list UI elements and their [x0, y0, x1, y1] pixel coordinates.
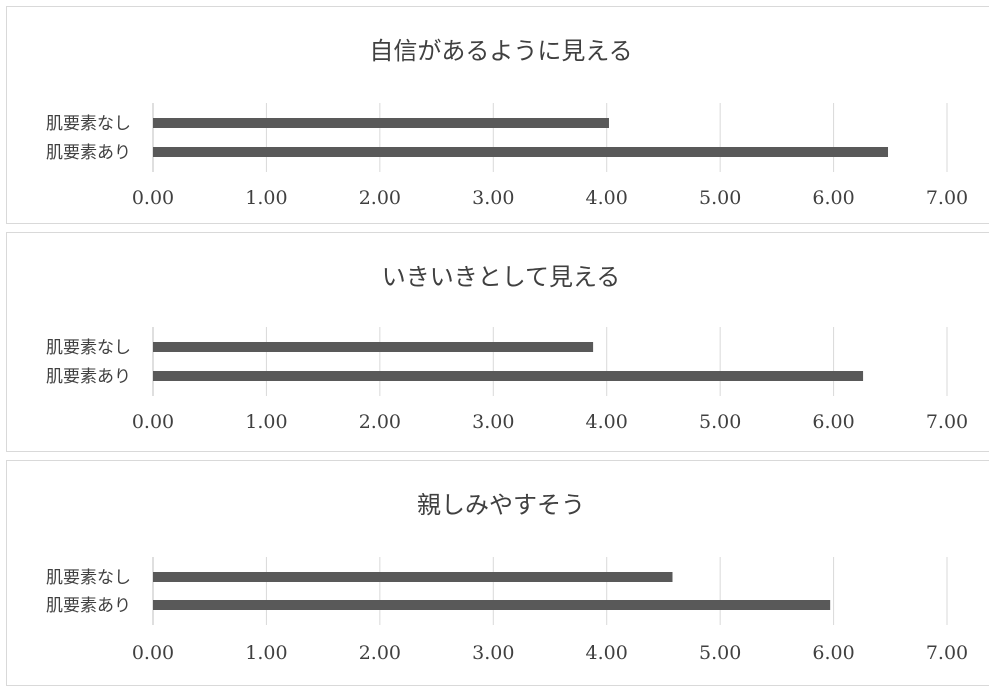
x-tick-label: 4.00: [586, 642, 628, 664]
x-tick-label: 0.00: [132, 411, 174, 433]
bar-confident-0: [153, 118, 609, 128]
x-tick-label: 6.00: [812, 642, 854, 664]
x-tick-label: 1.00: [245, 411, 287, 433]
chart-title: いきいきとして見える: [382, 263, 621, 291]
chart-panel-lively: いきいきとして見える肌要素なし肌要素あり 0.00 1.00 2.00 3.00 4.00…: [6, 232, 989, 452]
bar-confident-1: [153, 147, 889, 157]
x-tick-label: 0.00: [132, 187, 174, 209]
x-tick-label: 7.00: [926, 187, 968, 209]
x-tick-label: 6.00: [812, 187, 854, 209]
bar-lively-0: [153, 342, 594, 352]
x-tick-label: 1.00: [245, 187, 287, 209]
chart-title: 親しみやすそう: [417, 491, 585, 519]
x-tick-label: 6.00: [812, 411, 854, 433]
x-tick-label: 3.00: [472, 411, 514, 433]
category-label: 肌要素あり: [46, 596, 131, 616]
x-tick-label: 0.00: [132, 642, 174, 664]
x-tick-label: 2.00: [359, 187, 401, 209]
x-tick-label: 5.00: [699, 411, 741, 433]
x-tick-label: 4.00: [586, 187, 628, 209]
x-tick-label: 4.00: [586, 411, 628, 433]
category-label: 肌要素あり: [46, 143, 131, 163]
x-tick-label: 3.00: [472, 642, 514, 664]
chart-panel-confident: 自信があるように見える肌要素なし肌要素あり 0.00 1.00 2.00 3.00 4.0…: [6, 6, 989, 224]
category-label: 肌要素なし: [46, 338, 131, 358]
x-tick-label: 7.00: [926, 642, 968, 664]
chart-panel-friendly: 親しみやすそう肌要素なし肌要素あり 0.00 1.00 2.00 3.00 4.00 5.0…: [6, 460, 989, 686]
x-tick-label: 7.00: [926, 411, 968, 433]
chart-title: 自信があるように見える: [369, 37, 632, 65]
x-tick-label: 3.00: [472, 187, 514, 209]
category-label: 肌要素なし: [46, 114, 131, 134]
bar-friendly-0: [153, 572, 673, 582]
x-tick-label: 5.00: [699, 187, 741, 209]
bar-friendly-1: [153, 600, 831, 610]
x-tick-label: 2.00: [359, 642, 401, 664]
x-tick-label: 5.00: [699, 642, 741, 664]
category-label: 肌要素あり: [46, 367, 131, 387]
bar-lively-1: [153, 371, 864, 381]
x-tick-label: 2.00: [359, 411, 401, 433]
x-tick-label: 1.00: [245, 642, 287, 664]
category-label: 肌要素なし: [46, 568, 131, 588]
